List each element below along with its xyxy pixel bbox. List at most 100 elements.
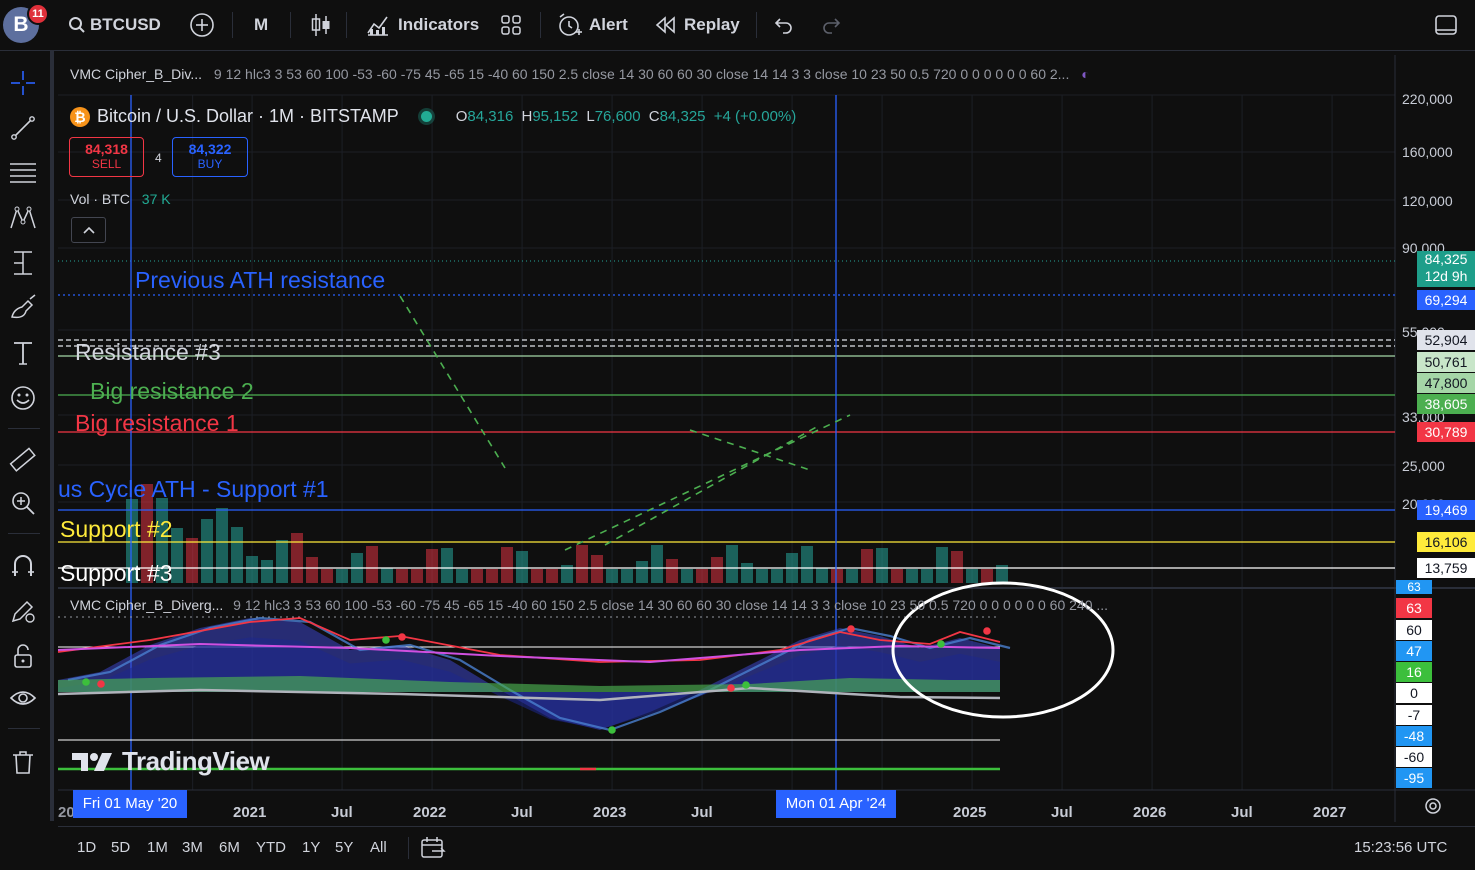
symbol-legend: ₿ Bitcoin / U.S. Dollar · 1M · BITSTAMP … bbox=[70, 106, 796, 127]
undo-button[interactable] bbox=[773, 0, 795, 50]
high-label: H bbox=[521, 108, 533, 125]
indicators-icon bbox=[367, 16, 388, 36]
volume-bar bbox=[996, 565, 1008, 583]
indicator2-legend[interactable]: VMC Cipher_B_Diverg... 9 12 hlc3 3 53 60… bbox=[70, 597, 1108, 613]
fib-tool[interactable] bbox=[6, 156, 40, 190]
ath-price-label: 69,294 bbox=[1417, 290, 1475, 310]
trendline-tool[interactable] bbox=[6, 111, 40, 145]
volume-bar bbox=[636, 561, 648, 583]
low-value: 76,600 bbox=[594, 108, 641, 125]
trash-icon bbox=[13, 751, 33, 774]
volume-bar bbox=[801, 546, 813, 583]
tradingview-logo-icon bbox=[72, 752, 112, 771]
range-ytd-button[interactable]: YTD bbox=[256, 839, 286, 856]
redo-button[interactable] bbox=[820, 0, 842, 50]
lock-drawings-tool[interactable] bbox=[6, 639, 40, 673]
layout-button[interactable] bbox=[1434, 0, 1458, 50]
chart-type-button[interactable] bbox=[310, 0, 332, 50]
open-value: 84,316 bbox=[467, 108, 514, 125]
indicator1-legend[interactable]: VMC Cipher_B_Div... 9 12 hlc3 3 53 60 10… bbox=[70, 66, 1090, 82]
previous-ath-label[interactable]: Previous ATH resistance bbox=[135, 267, 386, 293]
measure-projection-tool[interactable] bbox=[6, 246, 40, 280]
volume-bar bbox=[696, 569, 708, 583]
indicator1-params: 9 12 hlc3 3 53 60 100 -53 -60 -75 45 -65… bbox=[213, 66, 1070, 82]
stay-in-drawing-tool[interactable] bbox=[6, 594, 40, 628]
notification-badge: 11 bbox=[27, 3, 49, 25]
resistance-3-label[interactable]: Resistance #3 bbox=[75, 339, 221, 365]
remove-drawings-tool[interactable] bbox=[6, 745, 40, 779]
support-2-label[interactable]: Support #2 bbox=[60, 516, 173, 542]
symbol-title: Bitcoin / U.S. Dollar · 1M · BITSTAMP bbox=[97, 106, 399, 126]
volume-bar bbox=[321, 569, 333, 583]
range-3m-button[interactable]: 3M bbox=[182, 839, 203, 856]
redo-icon bbox=[823, 18, 841, 34]
range-6m-button[interactable]: 6M bbox=[219, 839, 240, 856]
range-1y-button[interactable]: 1Y bbox=[302, 839, 321, 856]
magnet-tool[interactable] bbox=[6, 549, 40, 583]
divider bbox=[408, 837, 409, 859]
osc-value-label: 47 bbox=[1396, 641, 1432, 661]
symbol-search-button[interactable]: BTCUSD bbox=[68, 0, 161, 50]
rewind-icon bbox=[655, 16, 675, 34]
signal-dot bbox=[983, 627, 991, 635]
signal-dot bbox=[608, 726, 616, 734]
price-tick: 160,000 bbox=[1402, 144, 1453, 160]
big-resistance-1-label[interactable]: Big resistance 1 bbox=[75, 410, 239, 436]
time-tick: 2021 bbox=[233, 804, 267, 821]
range-1m-button[interactable]: 1M bbox=[147, 839, 168, 856]
buy-label: BUY bbox=[197, 157, 223, 171]
plus-circle-icon bbox=[190, 13, 214, 37]
support-3-label[interactable]: Support #3 bbox=[60, 560, 173, 586]
trendline-icon bbox=[11, 116, 35, 140]
alert-button[interactable]: Alert bbox=[557, 0, 628, 50]
range-1d-button[interactable]: 1D bbox=[77, 839, 97, 856]
osc-value-label: -95 bbox=[1396, 768, 1432, 788]
signal-dot bbox=[382, 636, 390, 644]
tradingview-watermark: TradingView bbox=[72, 746, 270, 777]
templates-button[interactable] bbox=[500, 0, 522, 50]
clock-display[interactable]: 15:23:56 UTC bbox=[1354, 839, 1448, 856]
brush-icon bbox=[11, 294, 36, 319]
time-tick: 2022 bbox=[413, 804, 447, 821]
range-all-button[interactable]: All bbox=[370, 839, 387, 856]
high-value: 95,152 bbox=[532, 108, 579, 125]
stoch-line bbox=[57, 686, 1001, 702]
search-icon bbox=[69, 17, 85, 33]
ruler-tool[interactable] bbox=[6, 443, 40, 477]
collapse-legend-button[interactable] bbox=[71, 217, 106, 243]
pattern-tool[interactable] bbox=[6, 201, 40, 235]
volume-bar bbox=[306, 557, 318, 583]
interval-button[interactable]: M bbox=[254, 15, 269, 34]
dashed-trendline bbox=[689, 429, 811, 471]
go-to-date-button[interactable] bbox=[420, 836, 446, 865]
volume-bar bbox=[921, 569, 933, 583]
sell-button[interactable]: 84,318 SELL bbox=[69, 137, 144, 177]
divider bbox=[232, 12, 233, 38]
volume-bar bbox=[981, 569, 993, 583]
indicator1-color-icon: ◐ bbox=[1081, 66, 1090, 82]
replay-button[interactable]: Replay bbox=[655, 0, 740, 50]
indicators-button[interactable]: Indicators bbox=[366, 0, 479, 50]
emoji-tool[interactable] bbox=[6, 381, 40, 415]
range-5y-button[interactable]: 5Y bbox=[335, 839, 354, 856]
brush-tool[interactable] bbox=[6, 291, 40, 325]
pattern-icon bbox=[10, 206, 36, 229]
price-tick: 25,000 bbox=[1402, 458, 1445, 474]
open-label: O bbox=[455, 108, 468, 125]
volume-bar bbox=[846, 569, 858, 583]
chart-settings-button[interactable] bbox=[1422, 795, 1444, 822]
zoom-tool[interactable] bbox=[6, 486, 40, 520]
range-5d-button[interactable]: 5D bbox=[111, 839, 131, 856]
buy-button[interactable]: 84,322 BUY bbox=[172, 137, 248, 177]
big-resistance-2-label[interactable]: Big resistance 2 bbox=[90, 378, 254, 404]
compare-symbol-button[interactable] bbox=[189, 0, 215, 50]
crosshair-tool[interactable] bbox=[6, 66, 40, 100]
hide-drawings-tool[interactable] bbox=[6, 681, 40, 715]
bar-countdown: 12d 9h bbox=[1424, 268, 1468, 284]
text-tool[interactable] bbox=[6, 336, 40, 370]
support-1-label[interactable]: us Cycle ATH - Support #1 bbox=[58, 476, 329, 502]
zoom-in-icon bbox=[12, 492, 35, 515]
drawing-toolbar bbox=[0, 51, 54, 821]
time-tick: 2026 bbox=[1133, 804, 1167, 821]
